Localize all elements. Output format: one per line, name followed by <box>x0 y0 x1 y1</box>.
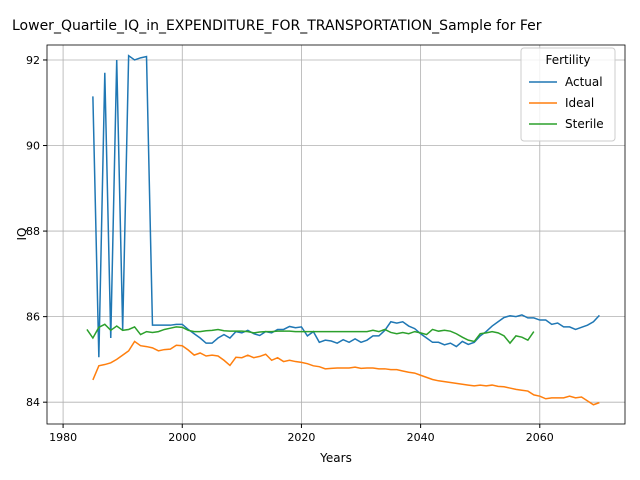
legend-box <box>520 47 616 142</box>
x-tick-label: 2060 <box>526 431 554 444</box>
x-tick-label: 2000 <box>168 431 196 444</box>
y-tick-label: 92 <box>26 54 40 67</box>
series-line <box>86 323 535 345</box>
x-tick-label: 1980 <box>49 431 77 444</box>
x-tick-label: 2020 <box>287 431 315 444</box>
legend-label: Actual <box>565 75 603 89</box>
y-tick-label: 84 <box>26 396 40 409</box>
y-tick-label: 86 <box>26 311 40 324</box>
legend-label: Sterile <box>565 117 604 131</box>
legend-title: Fertility <box>545 53 590 67</box>
y-tick-label: 88 <box>26 225 40 238</box>
legend-label: Ideal <box>565 96 594 110</box>
chart-title: Lower_Quartile_IQ_in_EXPENDITURE_FOR_TRA… <box>12 18 542 34</box>
y-axis-label: IQ <box>15 228 29 241</box>
series-line <box>92 54 600 358</box>
plot-frame <box>46 44 626 425</box>
x-tick-label: 2040 <box>407 431 435 444</box>
x-axis-label: Years <box>319 451 352 465</box>
y-tick-label: 90 <box>26 140 40 153</box>
series-line <box>92 340 600 406</box>
